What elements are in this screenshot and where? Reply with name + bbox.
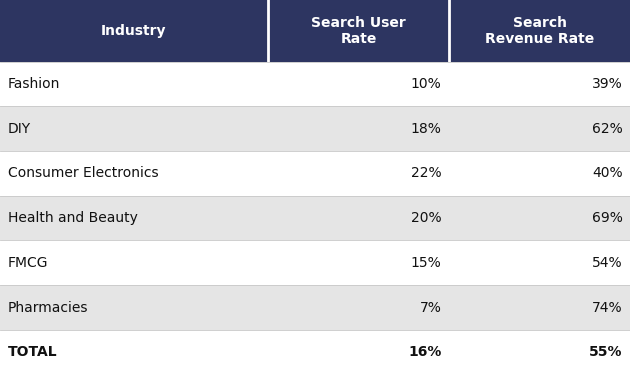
Text: 40%: 40% bbox=[592, 166, 622, 180]
Text: Pharmacies: Pharmacies bbox=[8, 301, 88, 315]
Bar bbox=[0, 285, 268, 330]
Bar bbox=[0, 151, 268, 196]
Text: 74%: 74% bbox=[592, 301, 622, 315]
Bar bbox=[449, 0, 630, 62]
Text: 18%: 18% bbox=[411, 122, 442, 136]
Bar bbox=[0, 240, 268, 285]
Text: TOTAL: TOTAL bbox=[8, 345, 57, 359]
Bar bbox=[0, 196, 268, 240]
Bar bbox=[268, 330, 449, 374]
Bar bbox=[449, 196, 630, 240]
Bar bbox=[0, 0, 268, 62]
Text: 55%: 55% bbox=[589, 345, 622, 359]
Text: Health and Beauty: Health and Beauty bbox=[8, 211, 137, 225]
Text: 62%: 62% bbox=[592, 122, 622, 136]
Bar bbox=[449, 330, 630, 374]
Bar bbox=[268, 240, 449, 285]
Bar bbox=[0, 106, 268, 151]
Bar bbox=[268, 285, 449, 330]
Text: 15%: 15% bbox=[411, 256, 442, 270]
Text: Consumer Electronics: Consumer Electronics bbox=[8, 166, 158, 180]
Bar bbox=[449, 240, 630, 285]
Text: 7%: 7% bbox=[420, 301, 442, 315]
Text: 22%: 22% bbox=[411, 166, 442, 180]
Bar bbox=[0, 330, 268, 374]
Text: Fashion: Fashion bbox=[8, 77, 60, 91]
Text: DIY: DIY bbox=[8, 122, 31, 136]
Bar bbox=[268, 0, 449, 62]
Bar bbox=[268, 106, 449, 151]
Text: Industry: Industry bbox=[101, 24, 166, 38]
Text: 54%: 54% bbox=[592, 256, 622, 270]
Text: 39%: 39% bbox=[592, 77, 622, 91]
Text: Search
Revenue Rate: Search Revenue Rate bbox=[485, 16, 594, 46]
Text: 69%: 69% bbox=[592, 211, 622, 225]
Bar bbox=[449, 106, 630, 151]
Text: 10%: 10% bbox=[411, 77, 442, 91]
Bar bbox=[0, 62, 268, 106]
Bar bbox=[449, 285, 630, 330]
Bar bbox=[268, 62, 449, 106]
Bar bbox=[449, 151, 630, 196]
Bar bbox=[449, 62, 630, 106]
Bar bbox=[268, 196, 449, 240]
Text: Search User
Rate: Search User Rate bbox=[311, 16, 406, 46]
Text: FMCG: FMCG bbox=[8, 256, 48, 270]
Text: 20%: 20% bbox=[411, 211, 442, 225]
Text: 16%: 16% bbox=[408, 345, 442, 359]
Bar bbox=[268, 151, 449, 196]
